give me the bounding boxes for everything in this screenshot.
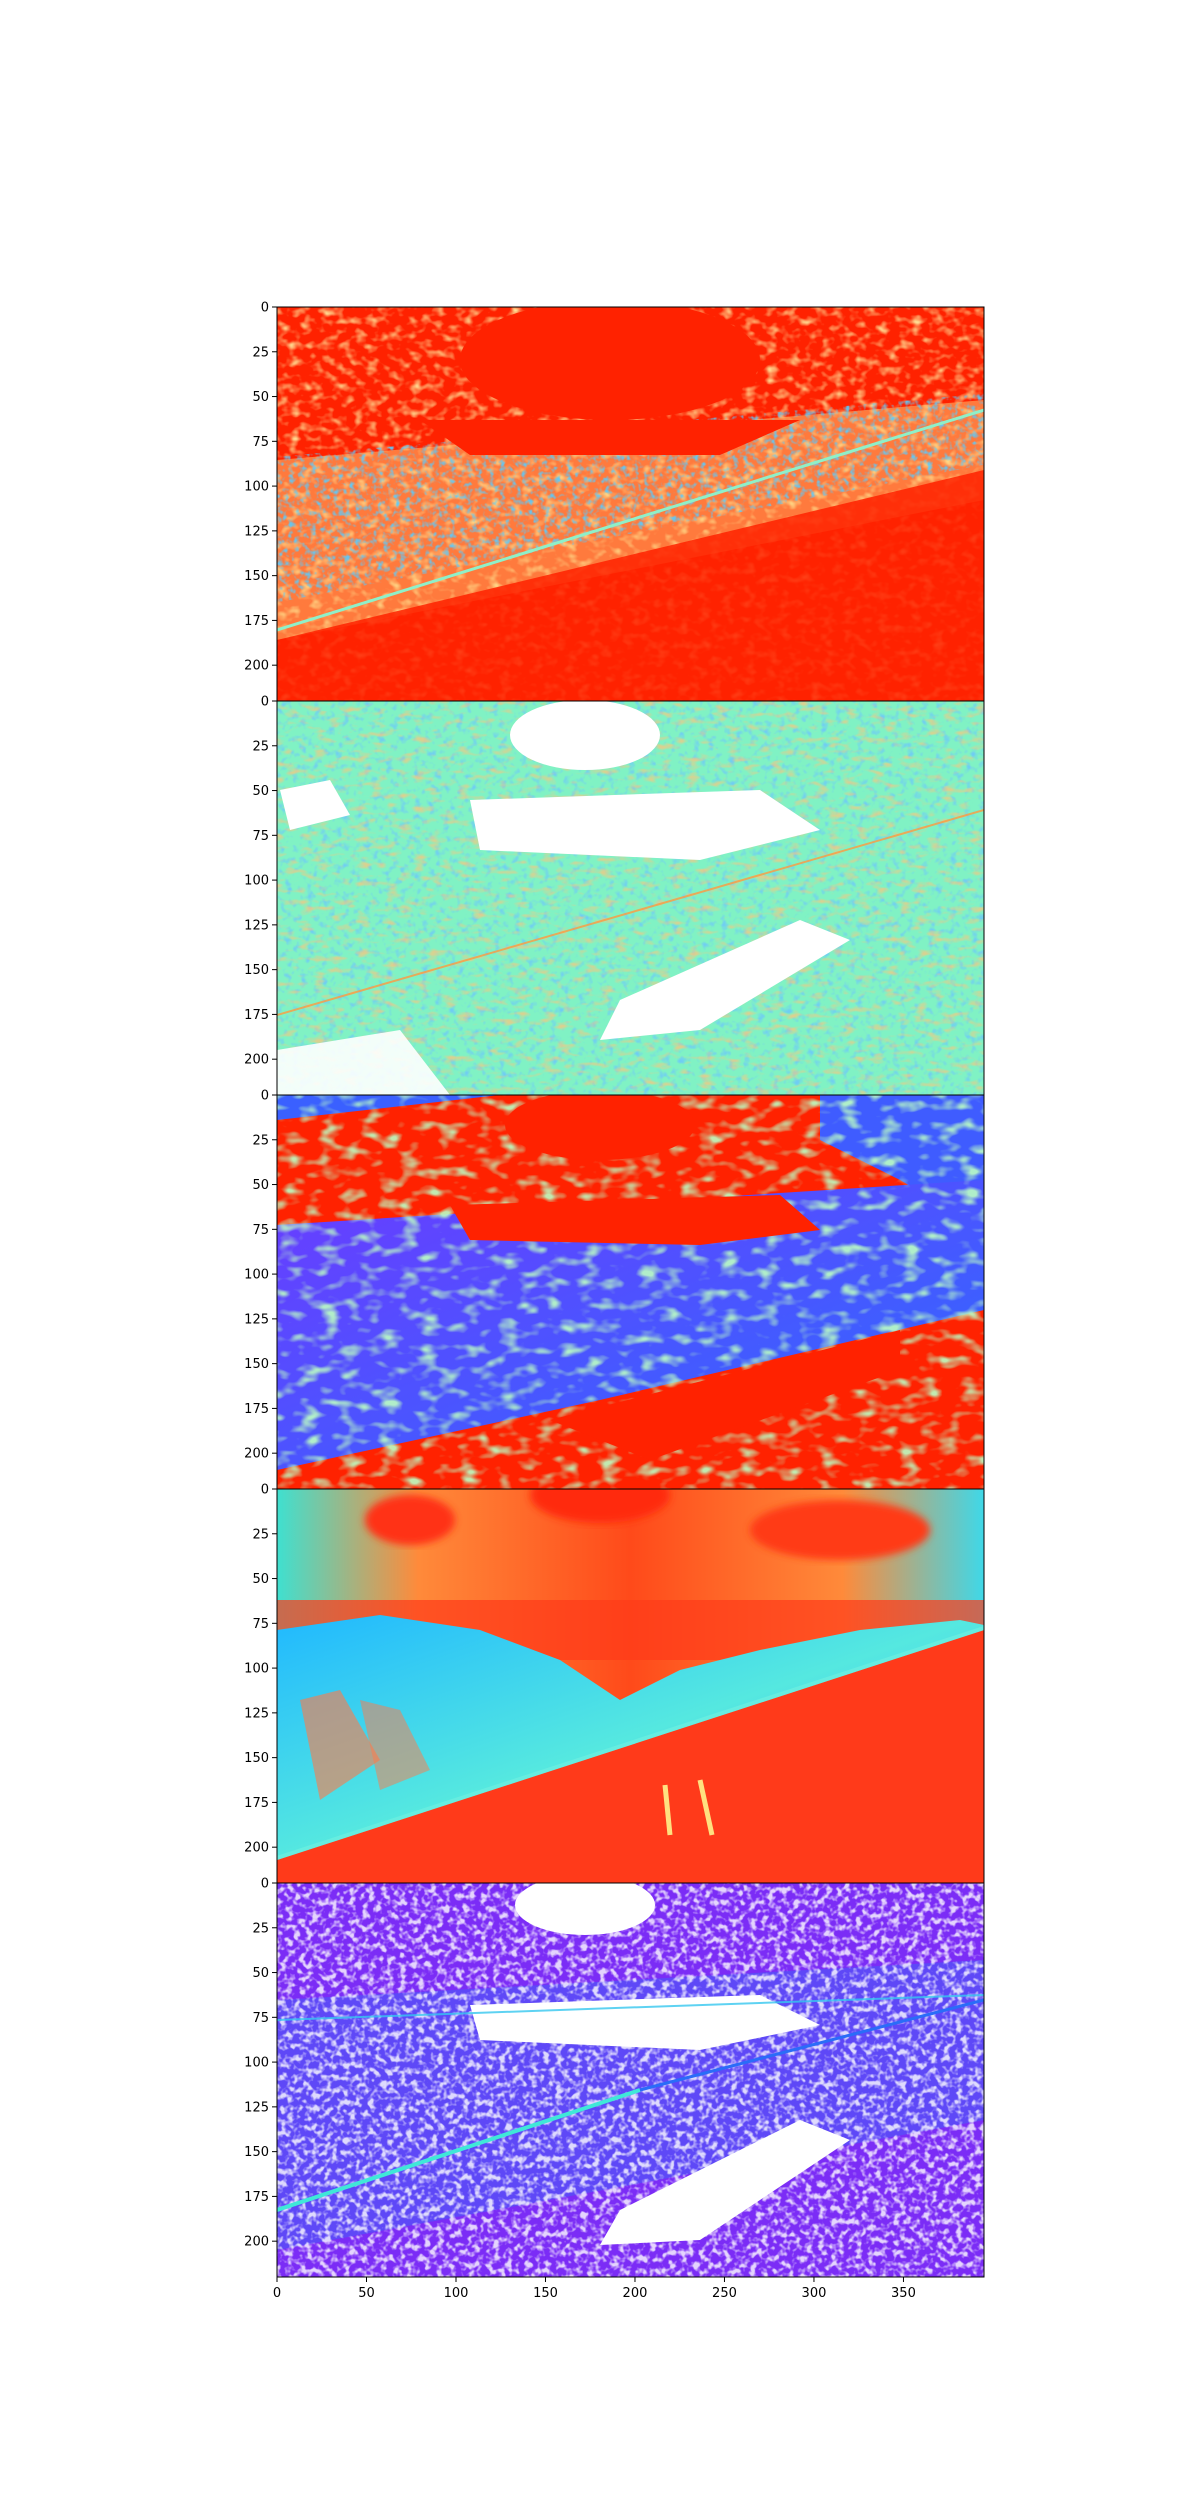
y-tick-label: 200 bbox=[244, 2235, 269, 2250]
x-tick-label: 350 bbox=[891, 2286, 916, 2301]
y-tick-label: 100 bbox=[244, 2056, 269, 2071]
y-tick-label: 150 bbox=[244, 963, 269, 978]
y-tick-label: 50 bbox=[252, 1966, 269, 1981]
y-tick-label: 175 bbox=[244, 614, 269, 629]
y-tick-label: 0 bbox=[261, 1877, 269, 1892]
x-tick-label: 0 bbox=[273, 2286, 281, 2301]
y-tick-label: 25 bbox=[252, 1527, 269, 1542]
y-tick-label: 50 bbox=[252, 784, 269, 799]
y-tick-label: 75 bbox=[252, 435, 269, 450]
y-tick-label: 200 bbox=[244, 1841, 269, 1856]
y-tick-label: 200 bbox=[244, 659, 269, 674]
y-tick-label: 0 bbox=[261, 1483, 269, 1498]
y-tick-label: 25 bbox=[252, 1921, 269, 1936]
x-tick-label: 200 bbox=[623, 2286, 648, 2301]
y-tick-label: 25 bbox=[252, 739, 269, 754]
y-tick-label: 125 bbox=[244, 918, 269, 933]
y-tick-label: 75 bbox=[252, 1617, 269, 1632]
x-tick-label: 50 bbox=[358, 2286, 375, 2301]
y-tick-label: 75 bbox=[252, 829, 269, 844]
panel-3 bbox=[277, 1095, 984, 1489]
y-tick-label: 150 bbox=[244, 2145, 269, 2160]
panel-5 bbox=[277, 1883, 984, 2277]
y-tick-label: 200 bbox=[244, 1053, 269, 1068]
y-tick-label: 175 bbox=[244, 1402, 269, 1417]
y-tick-label: 125 bbox=[244, 1706, 269, 1721]
axes-frames bbox=[276, 306, 985, 2278]
y-tick-label: 0 bbox=[261, 1089, 269, 1104]
y-tick-label: 50 bbox=[252, 390, 269, 405]
y-tick-label: 175 bbox=[244, 1008, 269, 1023]
y-tick-label: 25 bbox=[252, 1133, 269, 1148]
y-tick-label: 100 bbox=[244, 480, 269, 495]
y-tick-label: 100 bbox=[244, 1662, 269, 1677]
y-tick-label: 25 bbox=[252, 345, 269, 360]
y-axis-ticks: 0 25 50 75 100 125 150 175 200 0 25 50 75 100 125 150 17… bbox=[244, 301, 277, 2250]
y-tick-label: 50 bbox=[252, 1572, 269, 1587]
y-tick-label: 125 bbox=[244, 524, 269, 539]
y-tick-label: 175 bbox=[244, 2190, 269, 2205]
y-tick-label: 150 bbox=[244, 1751, 269, 1766]
y-tick-label: 200 bbox=[244, 1447, 269, 1462]
x-axis-ticks: 0 50 100 150 200 250 300 350 bbox=[273, 2277, 916, 2301]
panel-4 bbox=[277, 1489, 984, 1883]
y-tick-label: 0 bbox=[261, 301, 269, 316]
x-tick-label: 150 bbox=[533, 2286, 558, 2301]
y-tick-label: 100 bbox=[244, 1268, 269, 1283]
y-tick-label: 75 bbox=[252, 2011, 269, 2026]
y-tick-label: 125 bbox=[244, 2100, 269, 2115]
y-tick-label: 150 bbox=[244, 1357, 269, 1372]
x-tick-label: 100 bbox=[444, 2286, 469, 2301]
y-tick-label: 0 bbox=[261, 695, 269, 710]
x-tick-label: 250 bbox=[712, 2286, 737, 2301]
y-tick-label: 75 bbox=[252, 1223, 269, 1238]
y-tick-label: 100 bbox=[244, 874, 269, 889]
x-tick-label: 300 bbox=[802, 2286, 827, 2301]
y-tick-label: 50 bbox=[252, 1178, 269, 1193]
y-tick-label: 150 bbox=[244, 569, 269, 584]
y-tick-label: 175 bbox=[244, 1796, 269, 1811]
y-tick-label: 125 bbox=[244, 1312, 269, 1327]
panel-1 bbox=[277, 307, 984, 701]
panel-2 bbox=[277, 701, 984, 1095]
